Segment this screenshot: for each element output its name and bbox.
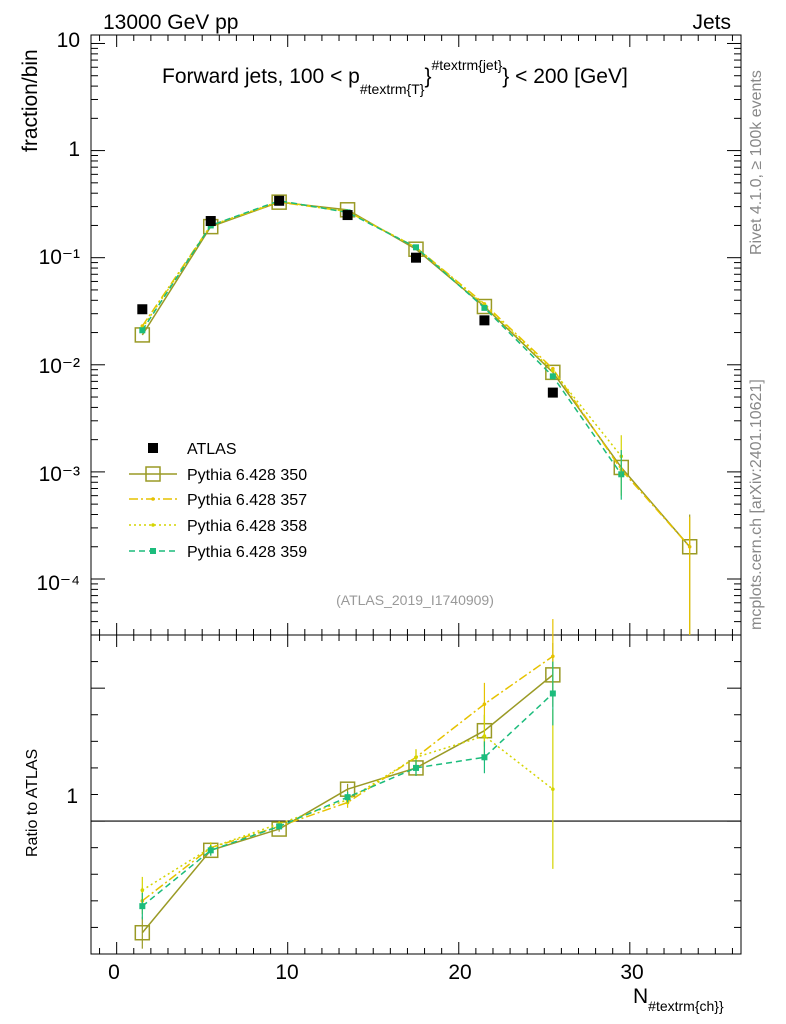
- atlas-data-point: [274, 195, 285, 206]
- legend-label-atlas: ATLAS: [187, 441, 237, 458]
- legend-label-358: Pythia 6.428 358: [187, 518, 307, 535]
- legend-label-359: Pythia 6.428 359: [187, 544, 307, 561]
- legend-marks: [129, 443, 177, 554]
- atlas-data-point: [547, 387, 558, 398]
- ratio-point-0: [134, 924, 151, 941]
- legend-mark-2: [151, 523, 155, 527]
- x-tick-label: 30: [620, 961, 643, 984]
- x-tick-label: 10: [275, 961, 298, 984]
- y-tick-label: 10⁻¹: [39, 246, 80, 269]
- x-tick-label: 20: [448, 961, 471, 984]
- ratio-point-2: [551, 787, 555, 791]
- atlas-data-point: [479, 315, 490, 326]
- y-tick-label: 10⁻²: [39, 355, 80, 378]
- y-tick-label: 1: [68, 138, 80, 161]
- ratio-point-1: [482, 702, 487, 706]
- ratio-point-3: [413, 764, 419, 771]
- ratio-point-2: [140, 888, 145, 892]
- ratio-axis-label: Ratio to ATLAS: [24, 749, 41, 857]
- ratio-line-1: [141, 655, 554, 902]
- title-sub: #textrm{T}: [360, 81, 425, 97]
- series-line-2: [141, 200, 622, 457]
- y-tick-label: 10⁻³: [39, 463, 80, 486]
- title-brace: }: [424, 65, 431, 88]
- mcplots-label: mcplots.cern.ch [arXiv:2401.10621]: [748, 379, 765, 630]
- y-axis-label: fraction/bin: [19, 49, 42, 152]
- ratio-plot-frame: [90, 634, 742, 955]
- series-point-0: [545, 364, 561, 381]
- legend-mark-0: [145, 466, 161, 482]
- atlas-data-point: [205, 216, 216, 227]
- y-tick-label: 10⁻⁴: [37, 572, 80, 595]
- ratio-point-3: [481, 754, 488, 761]
- legend: ATLAS Pythia 6.428 350 Pythia 6.428 357 …: [129, 441, 307, 561]
- series-point-2: [551, 368, 555, 373]
- y-tick-label: 10: [57, 29, 80, 52]
- x-axis-label: N#textrm{ch}}: [633, 985, 724, 1014]
- legend-label-350: Pythia 6.428 350: [187, 467, 307, 484]
- x-label-sub: #textrm{ch}}: [648, 998, 724, 1014]
- ratio-point-2: [414, 755, 418, 760]
- ratio-line-2: [141, 735, 554, 891]
- series-point-3: [481, 304, 488, 311]
- rivet-label: Rivet 4.1.0, ≥ 100k events: [748, 70, 765, 255]
- series-point-0: [476, 298, 493, 315]
- legend-mark-3: [150, 548, 156, 554]
- title-post: } < 200 [GeV]: [502, 65, 628, 88]
- title-sup: #textrm{jet}: [431, 57, 502, 73]
- legend-mark-atlas: [148, 443, 158, 453]
- x-label-main: N: [633, 985, 648, 1008]
- series-point-3: [139, 327, 146, 334]
- axis-ticks: [91, 35, 741, 955]
- analysis-label: (ATLAS_2019_I1740909): [336, 592, 494, 608]
- legend-label-357: Pythia 6.428 357: [187, 492, 307, 509]
- title-main: Forward jets, 100 < p: [162, 65, 360, 88]
- series-line-3: [141, 199, 622, 475]
- ratio-point-3: [549, 690, 556, 697]
- ratio-plot-series: [91, 619, 741, 949]
- plot-title: Forward jets, 100 < p#textrm{T}}#textrm{…: [162, 57, 628, 97]
- ratio-point-3: [139, 903, 146, 910]
- ratio-point-2: [482, 734, 487, 738]
- main-plot-series: [134, 194, 698, 635]
- atlas-data-point: [137, 304, 148, 315]
- atlas-data-point: [342, 210, 353, 221]
- legend-mark-1: [151, 497, 155, 501]
- ratio-tick-label: 1: [66, 785, 78, 808]
- series-point-3: [413, 244, 419, 251]
- energy-label: 13000 GeV pp: [103, 11, 238, 34]
- x-tick-label: 0: [108, 961, 120, 984]
- ratio-point-3: [276, 823, 283, 830]
- ratio-point-3: [344, 794, 351, 801]
- atlas-data-point: [411, 252, 421, 263]
- ratio-point-1: [551, 654, 555, 659]
- ratio-point-3: [207, 847, 214, 854]
- category-label: Jets: [692, 11, 731, 34]
- series-point-3: [549, 373, 556, 380]
